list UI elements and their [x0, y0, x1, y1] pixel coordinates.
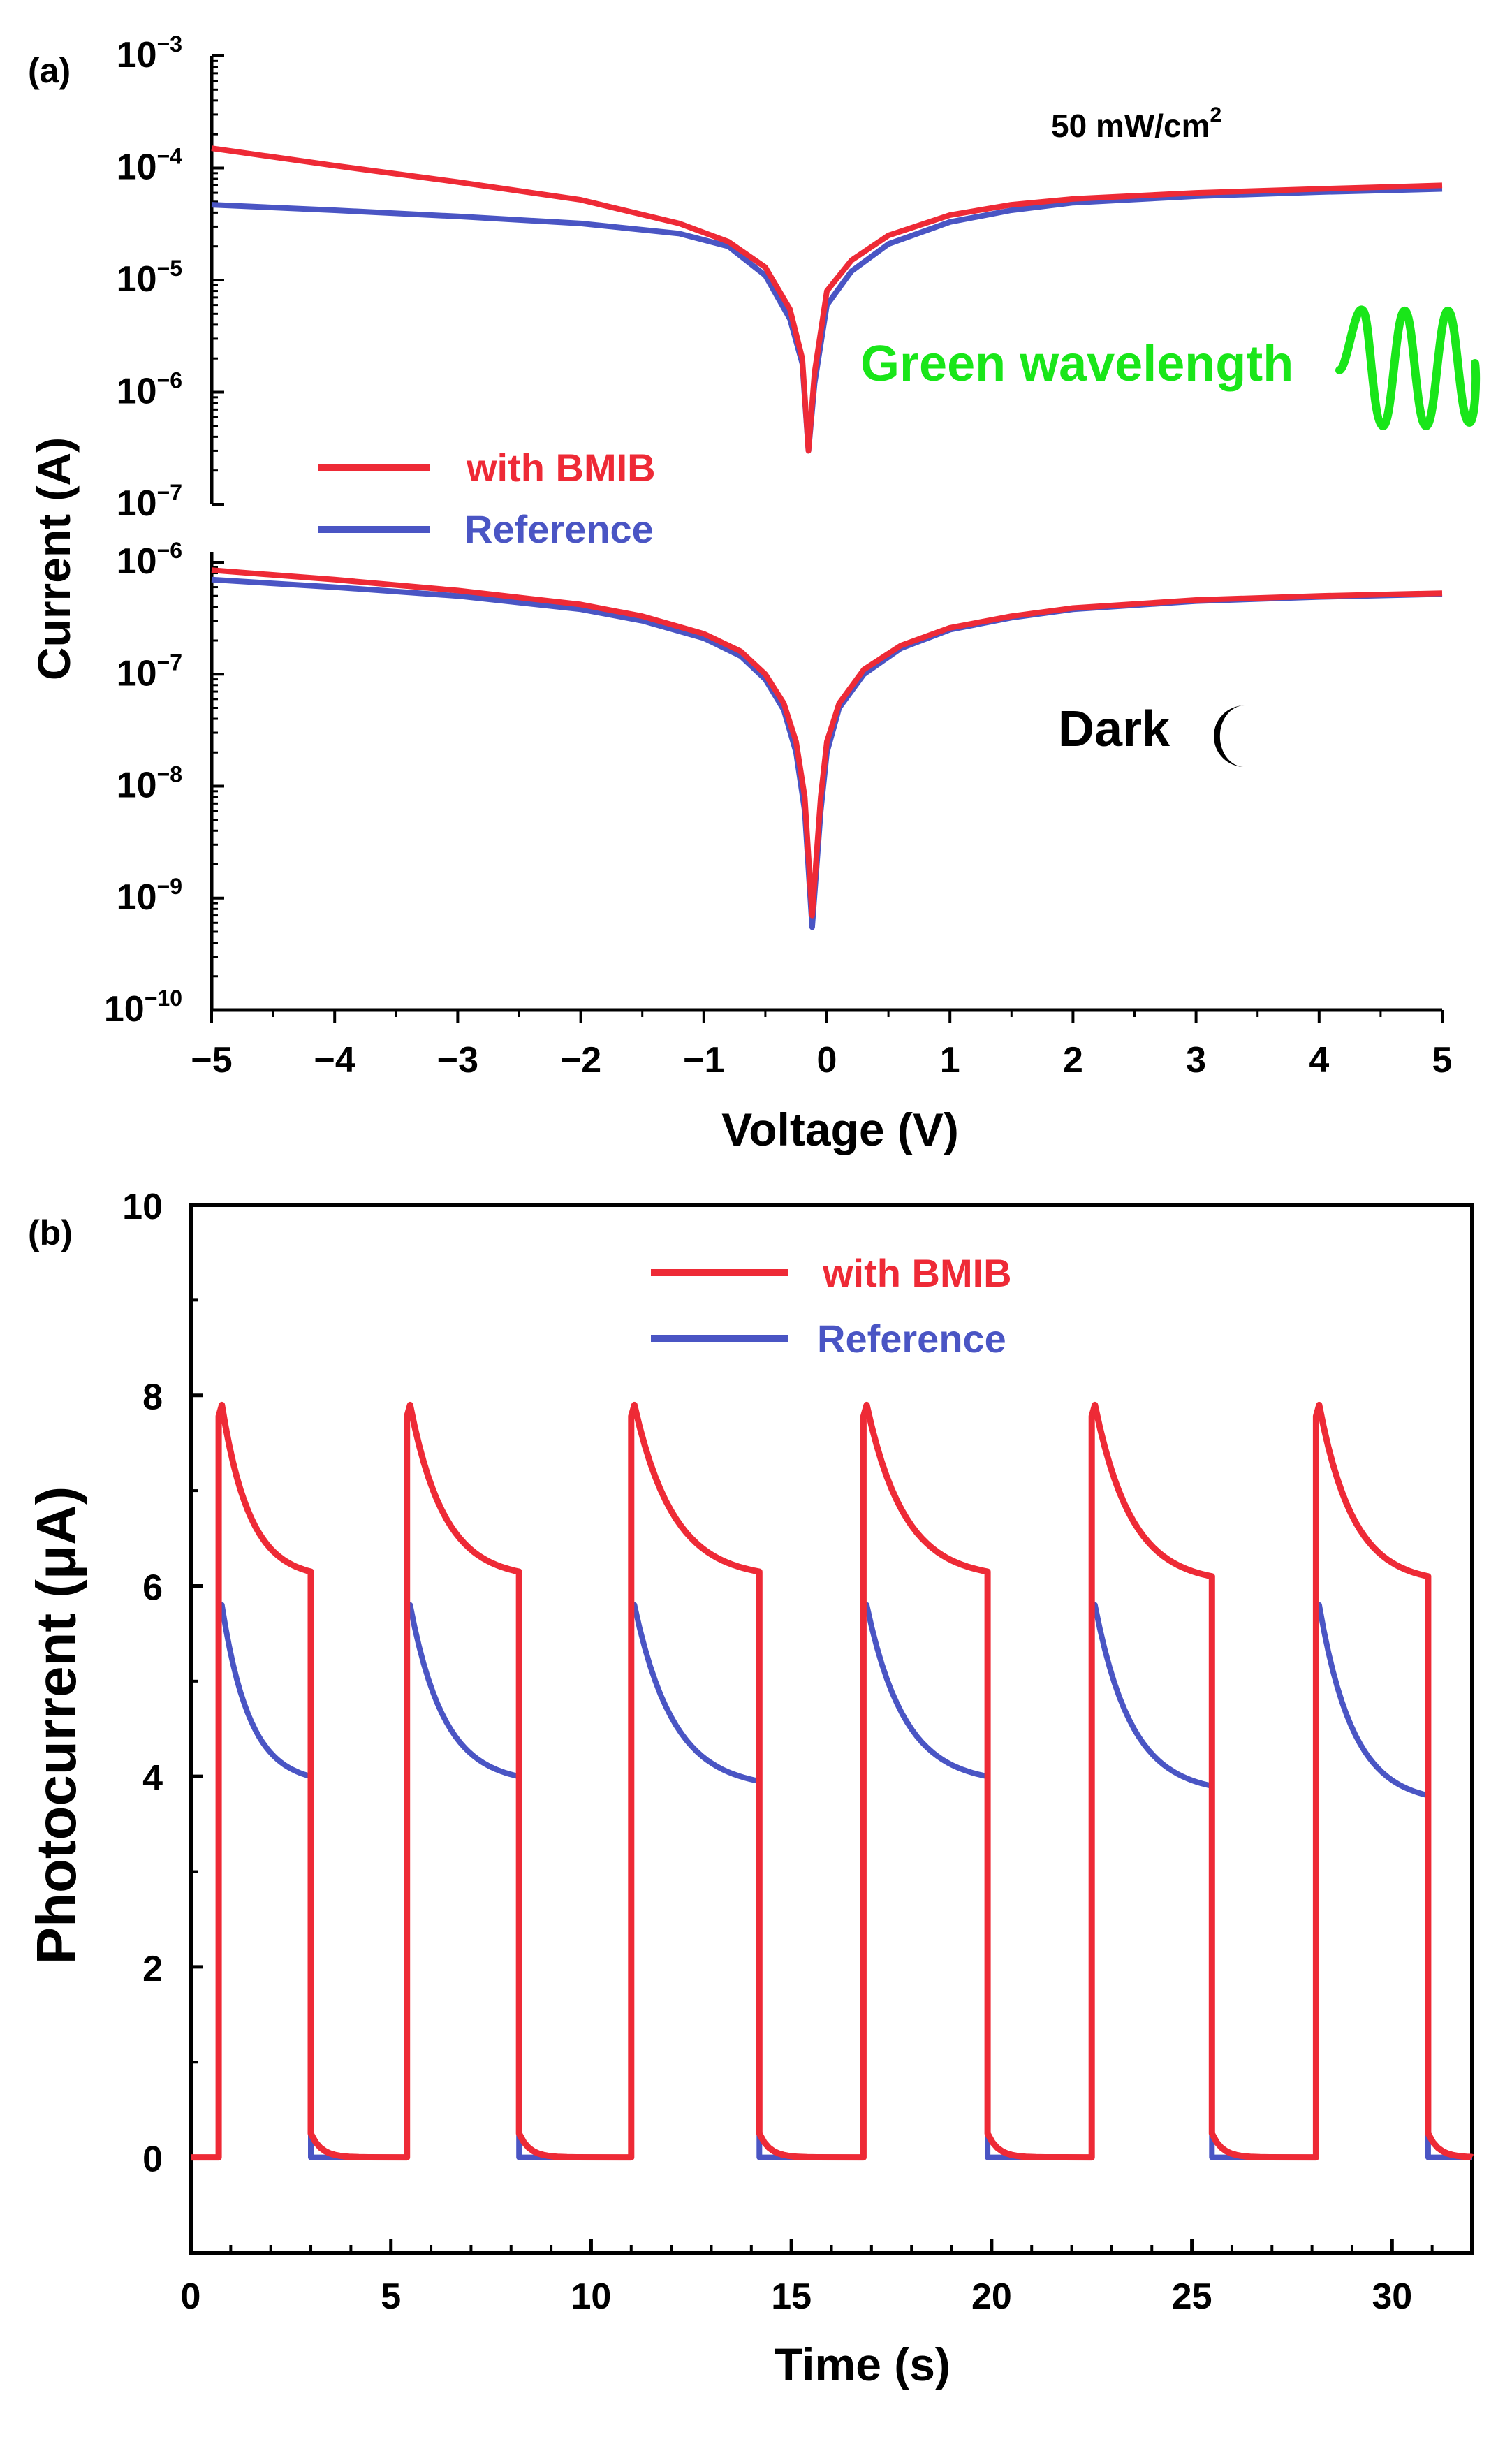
a-upper-y-tick-exponent: −5 — [157, 256, 182, 281]
panel-a-y-axis-title: Current (A) — [28, 437, 80, 680]
legend-a-label-reference: Reference — [464, 507, 654, 551]
panel-b-x-axis-title: Time (s) — [775, 2339, 950, 2390]
a-lower-y-tick-base: 10 — [117, 541, 157, 582]
a-upper-y-tick-exponent: −4 — [157, 144, 183, 169]
panel-a-curves — [211, 145, 1443, 930]
a-lower-y-tick-exponent: −6 — [157, 538, 182, 563]
legend-b-label-with-bmib: with BMIB — [822, 1251, 1012, 1295]
b-y-tick-label: 4 — [142, 1758, 163, 1799]
panel-a-upper-y-ticks: 10−710−610−510−410−3 — [117, 31, 224, 524]
panel-b: (b) 0 2 4 6 8 10 0 5 10 15 20 25 30 Time (s) Photoc… — [25, 1187, 1475, 2390]
panel-b-legend: with BMIB Reference — [651, 1251, 1012, 1361]
a-x-tick-label: 3 — [1186, 1040, 1206, 1081]
panel-a-label: (a) — [28, 51, 71, 90]
a-upper-y-tick-base: 10 — [117, 259, 157, 300]
a-dark-with-bmib-curve — [211, 567, 1443, 919]
panel-a-x-axis-title: Voltage (V) — [721, 1104, 959, 1155]
a-upper-y-tick-exponent: −3 — [157, 31, 182, 57]
a-x-tick-label: 2 — [1063, 1040, 1083, 1081]
panel-b-label: (b) — [28, 1213, 73, 1252]
a-x-tick-label: −1 — [683, 1040, 724, 1081]
a-lower-y-tick-base: 10 — [117, 653, 157, 694]
panel-b-curves — [191, 1401, 1475, 2161]
b-reference-curve — [191, 1602, 1472, 2160]
panel-a-legend: with BMIB Reference — [318, 446, 656, 551]
a-lower-y-tick-exponent: −10 — [145, 986, 182, 1011]
panel-b-frame — [189, 1203, 1474, 2255]
a-x-tick-label: −5 — [191, 1040, 232, 1081]
irradiance-superscript: 2 — [1210, 103, 1222, 126]
a-upper-y-tick-base: 10 — [117, 35, 157, 75]
dark-label: Dark — [1058, 701, 1170, 757]
a-lower-y-tick-base: 10 — [104, 989, 145, 1030]
a-upper-y-tick-base: 10 — [117, 483, 157, 524]
b-x-tick-label: 30 — [1372, 2276, 1412, 2317]
panel-a: (a) 10−710−610−510−410−3 10−1010−910−810… — [28, 31, 1481, 1155]
a-upper-y-tick-base: 10 — [117, 147, 157, 188]
panel-b-y-ticks: 0 2 4 6 8 10 — [122, 1187, 203, 2254]
a-x-tick-label: −4 — [314, 1040, 355, 1081]
green-wave-icon — [1335, 305, 1481, 431]
b-x-tick-label: 10 — [571, 2276, 612, 2317]
b-y-tick-label: 0 — [142, 2139, 163, 2180]
panel-b-y-axis-title: Photocurrent (μA) — [25, 1486, 87, 1964]
irradiance-value: 50 mW/cm — [1051, 108, 1210, 144]
b-y-tick-label: 2 — [142, 1949, 163, 1989]
a-lower-y-tick-base: 10 — [117, 877, 157, 918]
a-upper-y-tick-exponent: −6 — [157, 368, 182, 393]
a-lower-y-tick-exponent: −9 — [157, 874, 182, 899]
b-x-tick-label: 5 — [381, 2276, 401, 2317]
a-upper-y-tick-label: 10−4 — [117, 144, 183, 188]
a-upper-y-tick-label: 10−5 — [117, 256, 182, 300]
panel-b-x-ticks: 0 5 10 15 20 25 30 — [181, 2239, 1474, 2317]
b-x-tick-label: 0 — [181, 2276, 201, 2317]
a-upper-y-tick-label: 10−3 — [117, 31, 182, 75]
legend-a-label-with-bmib: with BMIB — [466, 446, 656, 490]
a-lower-y-tick-label: 10−10 — [104, 986, 182, 1030]
legend-b-label-reference: Reference — [817, 1317, 1006, 1361]
panel-a-x-ticks: −5 −4 −3 −2 −1 0 1 2 3 4 5 — [191, 1010, 1452, 1081]
b-y-tick-label: 8 — [142, 1377, 163, 1418]
a-x-tick-label: 1 — [940, 1040, 960, 1081]
b-y-tick-label: 10 — [122, 1187, 163, 1227]
a-lower-y-tick-exponent: −7 — [157, 650, 182, 675]
a-lower-y-tick-label: 10−8 — [117, 762, 182, 806]
a-upper-y-tick-label: 10−7 — [117, 480, 182, 524]
a-lower-y-tick-label: 10−7 — [117, 650, 182, 694]
a-lower-y-tick-label: 10−6 — [117, 538, 182, 582]
a-upper-y-tick-base: 10 — [117, 372, 157, 412]
a-x-tick-label: −3 — [437, 1040, 478, 1081]
a-illuminated-with-bmib-curve — [211, 145, 1443, 454]
green-wavelength-label: Green wavelength — [860, 336, 1293, 392]
a-x-tick-label: 4 — [1309, 1040, 1329, 1081]
b-x-tick-label: 20 — [971, 2276, 1012, 2317]
b-x-tick-label: 15 — [771, 2276, 812, 2317]
b-x-tick-label: 25 — [1172, 2276, 1212, 2317]
moon-icon — [1214, 705, 1245, 767]
a-lower-y-tick-base: 10 — [117, 766, 157, 806]
b-y-tick-label: 6 — [142, 1567, 163, 1608]
a-x-tick-label: 5 — [1432, 1040, 1453, 1081]
a-x-tick-label: 0 — [817, 1040, 837, 1081]
a-lower-y-tick-exponent: −8 — [157, 762, 182, 787]
irradiance-annotation: 50 mW/cm2 — [1051, 103, 1221, 144]
b-with-bmib-curve — [191, 1401, 1475, 2161]
a-x-tick-label: −2 — [560, 1040, 601, 1081]
a-illuminated-reference-curve — [211, 186, 1443, 454]
a-upper-y-tick-exponent: −7 — [157, 480, 182, 505]
a-lower-y-tick-label: 10−9 — [117, 874, 182, 918]
a-upper-y-tick-label: 10−6 — [117, 368, 182, 412]
